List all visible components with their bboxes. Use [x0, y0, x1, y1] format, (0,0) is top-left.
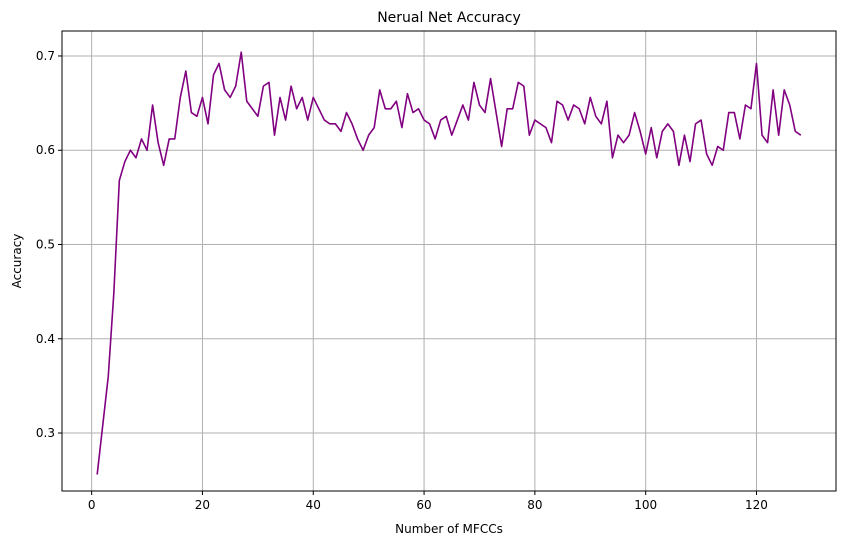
- y-tick-label: 0.5: [36, 238, 55, 252]
- chart-title: Nerual Net Accuracy: [377, 10, 521, 26]
- series-layer: [96, 51, 802, 475]
- x-tick-label: 80: [527, 498, 542, 512]
- y-tick-label: 0.4: [36, 332, 55, 346]
- x-tick-label: 40: [306, 498, 321, 512]
- x-tick-label: 20: [195, 498, 210, 512]
- tick-layer: 0 20 40 60 80 100 120 0.3 0.4 0.5 0.6 0.7: [36, 49, 768, 512]
- x-tick-label: 0: [88, 498, 96, 512]
- x-axis-label: Number of MFCCs: [395, 522, 503, 536]
- x-tick-label: 100: [634, 498, 657, 512]
- y-tick-label: 0.3: [36, 426, 55, 440]
- x-tick-label: 120: [745, 498, 768, 512]
- plot-frame: [61, 30, 837, 492]
- y-tick-label: 0.6: [36, 143, 55, 157]
- grid-layer: [62, 31, 836, 491]
- y-axis-label: Accuracy: [10, 234, 24, 289]
- accuracy-series-line: [96, 51, 802, 475]
- x-tick-label: 60: [416, 498, 431, 512]
- y-tick-label: 0.7: [36, 49, 55, 63]
